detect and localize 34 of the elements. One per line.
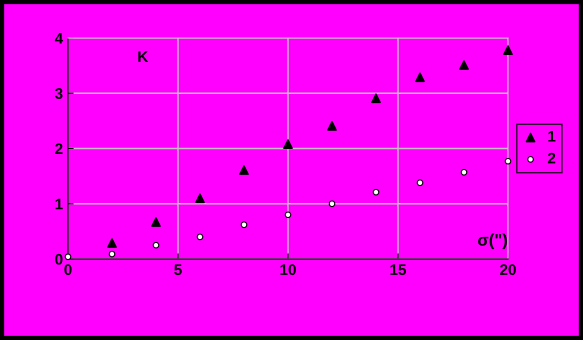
point: [283, 139, 293, 149]
legend-label: 2: [548, 152, 556, 164]
legend-label: 1: [548, 131, 556, 142]
point: [240, 221, 248, 228]
x-axis-title: σ("): [478, 234, 507, 250]
y-tick-label: 0: [55, 254, 63, 265]
y-tick-label: 3: [54, 88, 63, 99]
point: [372, 188, 380, 196]
point: [152, 242, 160, 249]
point: [107, 238, 117, 248]
y-tick-label: 2: [55, 143, 63, 154]
point: [196, 234, 204, 240]
point: [151, 217, 161, 227]
point: [459, 60, 469, 70]
point: [108, 250, 116, 258]
point: [416, 179, 424, 186]
y-tick-label: 4: [54, 33, 64, 44]
point: [504, 158, 512, 165]
point: [284, 211, 292, 218]
point: [503, 45, 513, 56]
point: [327, 120, 337, 131]
point: [328, 200, 336, 208]
point: [239, 165, 249, 175]
point: [195, 193, 205, 204]
x-tick-label: 15: [390, 264, 406, 276]
x-tick-label: 20: [500, 264, 516, 276]
y-tick-label: 1: [56, 198, 63, 210]
point: [415, 72, 425, 82]
point: [460, 168, 468, 176]
y-axis-title: K: [138, 51, 148, 62]
x-tick-label: 10: [280, 264, 296, 276]
point: [371, 93, 381, 104]
x-tick-label: 5: [174, 264, 182, 276]
x-tick-label: 0: [64, 264, 72, 276]
